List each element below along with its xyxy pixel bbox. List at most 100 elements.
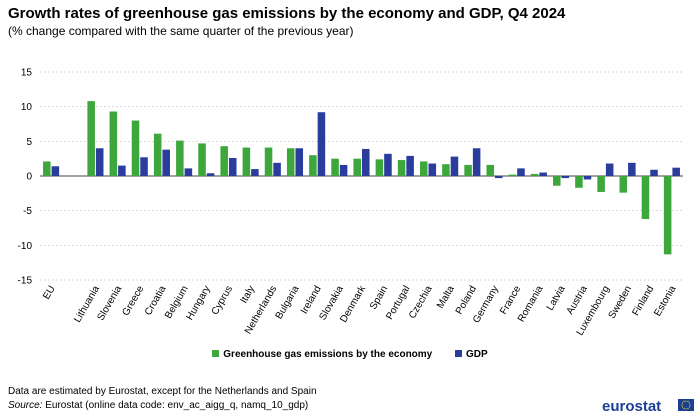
legend-swatch-gdp [455,350,463,357]
source-prefix: Source: [8,400,43,411]
bar-chart: 15 10 5 0 -5 -10 -15 EU LithuaniaSloveniaGreece… [18,68,683,338]
x-tick-label: Malta [435,284,457,311]
star-icon [683,407,685,410]
bar-gdp [561,176,570,179]
footnote: Data are estimated by Eurostat, except f… [8,386,317,397]
legend-item-ghg: Greenhouse gas emissions by the economy [212,349,432,360]
bar-gdp [273,162,281,176]
star-icon [687,400,689,403]
bar-gdp [228,157,237,176]
bar-ghg [176,140,184,176]
bar-gdp [339,164,348,176]
bar-gdp [406,155,414,176]
star-icon [681,404,683,406]
x-tick-label: Cyprus [210,284,235,317]
eurostat-logo: eurostat [602,398,694,415]
chart-subtitle: (% change compared with the same quarter… [8,24,354,38]
chart-title: Growth rates of greenhouse gas emissions… [8,5,566,22]
x-tick-label: Italy [239,284,258,305]
bar-gdp [472,148,481,176]
bar-ghg [575,176,583,188]
y-tick-label: -5 [23,206,32,217]
bar-ghg [508,174,517,176]
x-axis-labels: EU LithuaniaSloveniaGreeceCroatiaBelgiumH… [41,283,679,338]
bar-ghg [397,160,406,176]
y-tick-label: 15 [21,68,33,79]
bar-ghg [619,176,628,193]
star-icon [685,400,687,402]
bar-ghg [109,111,118,176]
bar-ghg [663,176,672,255]
bar-ghg [43,161,51,176]
bar-gdp [539,172,547,176]
bar-gdp [95,148,104,176]
bar-gdp [184,168,193,176]
bar-ghg [641,176,650,219]
bar-ghg [87,101,95,176]
bar-ghg [353,158,361,176]
eurostat-logo-text: eurostat [602,398,661,415]
star-icon [689,404,691,406]
bar-ghg [264,147,273,176]
bars [43,101,680,255]
bar-gdp [384,153,392,176]
eu-stars-icon [681,400,691,410]
bar-ghg [242,147,251,176]
star-icon [681,402,684,404]
bar-ghg [198,143,206,176]
bar-ghg [442,164,450,176]
bar-ghg [419,161,428,176]
legend: Greenhouse gas emissions by the economy … [0,349,700,360]
star-icon [681,406,684,408]
x-tick-label: Latvia [545,284,568,313]
bar-gdp [672,167,680,176]
bar-gdp [583,176,592,180]
x-tick-label: EU [41,284,57,302]
source-text: Eurostat (online data code: env_ac_aigg_… [42,400,309,411]
star-icon [688,406,691,408]
legend-label-gdp: GDP [466,349,488,360]
y-axis-ticks: 15 10 5 0 -5 -10 -15 [18,68,33,287]
bar-gdp [650,169,658,176]
y-tick-label: 0 [26,172,32,183]
bar-gdp [51,166,60,176]
star-icon [685,408,687,410]
legend-label-ghg: Greenhouse gas emissions by the economy [223,349,433,360]
bar-ghg [597,176,605,192]
star-icon [687,407,689,410]
bar-gdp [295,148,304,176]
bar-ghg [553,176,561,186]
bar-ghg [220,146,228,176]
bar-ghg [309,155,317,176]
x-tick-label: Spain [368,284,390,312]
bar-ghg [375,159,384,176]
y-tick-label: 10 [21,102,33,113]
bar-ghg [286,148,295,176]
bar-gdp [140,157,148,176]
x-tick-label: Estonia [652,284,678,319]
bar-gdp [450,156,459,176]
bar-gdp [206,173,215,176]
bar-gdp [628,162,636,176]
y-tick-label: 5 [26,137,32,148]
bar-ghg [530,173,539,176]
y-tick-label: -10 [18,241,33,252]
legend-item-gdp: GDP [455,349,488,360]
source-line: Source: Eurostat (online data code: env_… [8,400,308,411]
bar-gdp [517,168,525,176]
bar-gdp [162,149,170,176]
star-icon [683,400,685,403]
bar-gdp [428,163,437,176]
star-icon [688,402,691,404]
bar-gdp [605,163,614,176]
bar-gdp [118,165,126,176]
bar-ghg [153,133,162,176]
bar-gdp [251,169,259,176]
bar-ghg [331,158,339,176]
legend-swatch-ghg [212,350,220,357]
eu-flag-icon [678,399,694,411]
bar-ghg [131,120,140,176]
bar-ghg [486,164,495,176]
y-tick-label: -15 [18,276,33,287]
bar-gdp [495,176,503,179]
